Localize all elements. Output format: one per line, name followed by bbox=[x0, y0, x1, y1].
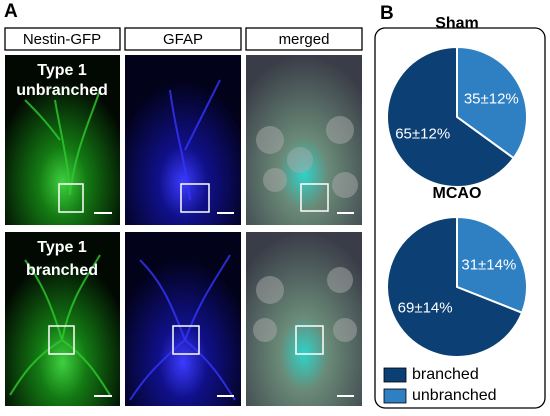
column-headers bbox=[4, 27, 363, 51]
pie-slice bbox=[386, 215, 524, 358]
column-header: GFAP bbox=[163, 31, 203, 48]
cell-type-label: Type 1 bbox=[37, 62, 87, 79]
cell-type-label: Type 1 bbox=[37, 239, 87, 256]
value-label: 69±14% bbox=[398, 300, 453, 317]
value-label: 31±14% bbox=[461, 256, 516, 273]
image bbox=[5, 232, 120, 406]
pie-title: MCAO bbox=[433, 185, 482, 202]
legend-label: branched bbox=[412, 366, 479, 383]
panel-label: B bbox=[380, 3, 394, 24]
panel-b-frame bbox=[374, 27, 546, 409]
header-box bbox=[4, 27, 121, 51]
cell-type-label: unbranched bbox=[16, 82, 108, 99]
pie-title: Sham bbox=[435, 15, 479, 32]
legend-swatch bbox=[383, 388, 407, 404]
value-label: 65±12% bbox=[395, 125, 450, 142]
column-header: Nestin-GFP bbox=[23, 31, 101, 48]
cell-type-label: branched bbox=[26, 262, 98, 279]
header-box bbox=[124, 27, 242, 51]
micrographs bbox=[5, 55, 362, 406]
pie-slice bbox=[386, 45, 516, 188]
panel-label: A bbox=[4, 1, 18, 22]
value-label: 35±12% bbox=[464, 90, 519, 107]
pie-slice bbox=[456, 45, 528, 160]
column-header: merged bbox=[279, 31, 330, 48]
legend-label: unbranched bbox=[412, 387, 497, 404]
image bbox=[125, 55, 241, 225]
image bbox=[125, 232, 241, 406]
pie-slice bbox=[456, 215, 528, 315]
header-box bbox=[245, 27, 363, 51]
legend-swatch bbox=[383, 367, 407, 383]
